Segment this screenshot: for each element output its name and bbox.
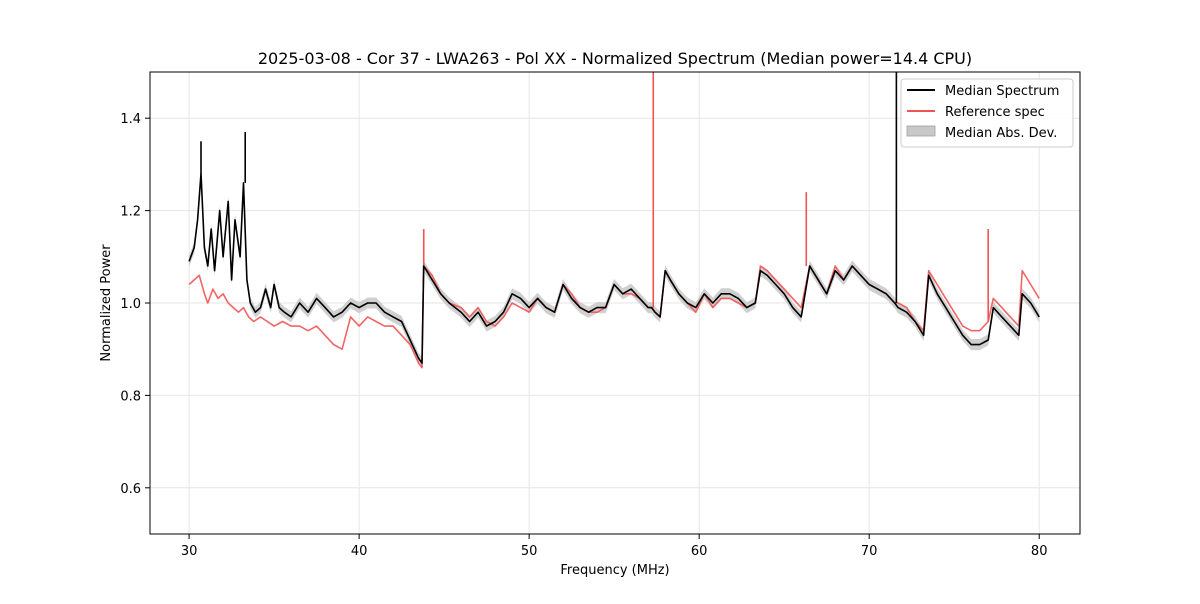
y-axis-ticks: 0.6 0.8 1.0 1.2 1.4	[120, 112, 150, 497]
y-tick-label: 0.8	[120, 389, 141, 404]
x-tick-label: 80	[1031, 544, 1048, 559]
mad-band	[189, 168, 1040, 369]
x-axis-ticks: 30 40 50 60 70 80	[181, 534, 1048, 559]
legend-label-reference-spec: Reference spec	[945, 105, 1045, 120]
x-tick-label: 60	[691, 544, 708, 559]
chart-title: 2025-03-08 - Cor 37 - LWA263 - Pol XX - …	[258, 49, 972, 68]
mad-band-area	[189, 168, 1040, 369]
x-tick-label: 50	[521, 544, 538, 559]
legend-box	[900, 78, 1074, 148]
x-tick-label: 40	[351, 544, 368, 559]
y-axis-label: Normalized Power	[99, 244, 114, 362]
y-tick-label: 1.2	[120, 205, 141, 220]
y-tick-label: 1.0	[120, 297, 141, 312]
y-tick-label: 1.4	[120, 112, 141, 127]
x-axis-label: Frequency (MHz)	[560, 563, 669, 578]
legend: Median Spectrum Reference spec Median Ab…	[900, 78, 1074, 148]
series-median-spectrum	[188, 72, 1040, 364]
series-layer	[188, 72, 1040, 369]
y-tick-label: 0.6	[120, 482, 141, 497]
legend-label-median-spectrum: Median Spectrum	[945, 84, 1059, 99]
legend-swatch-median-abs-dev	[906, 125, 936, 137]
x-tick-label: 70	[861, 544, 878, 559]
series-line-median-spectrum	[188, 172, 1040, 364]
legend-label-median-abs-dev: Median Abs. Dev.	[945, 126, 1057, 141]
x-tick-label: 30	[181, 544, 198, 559]
